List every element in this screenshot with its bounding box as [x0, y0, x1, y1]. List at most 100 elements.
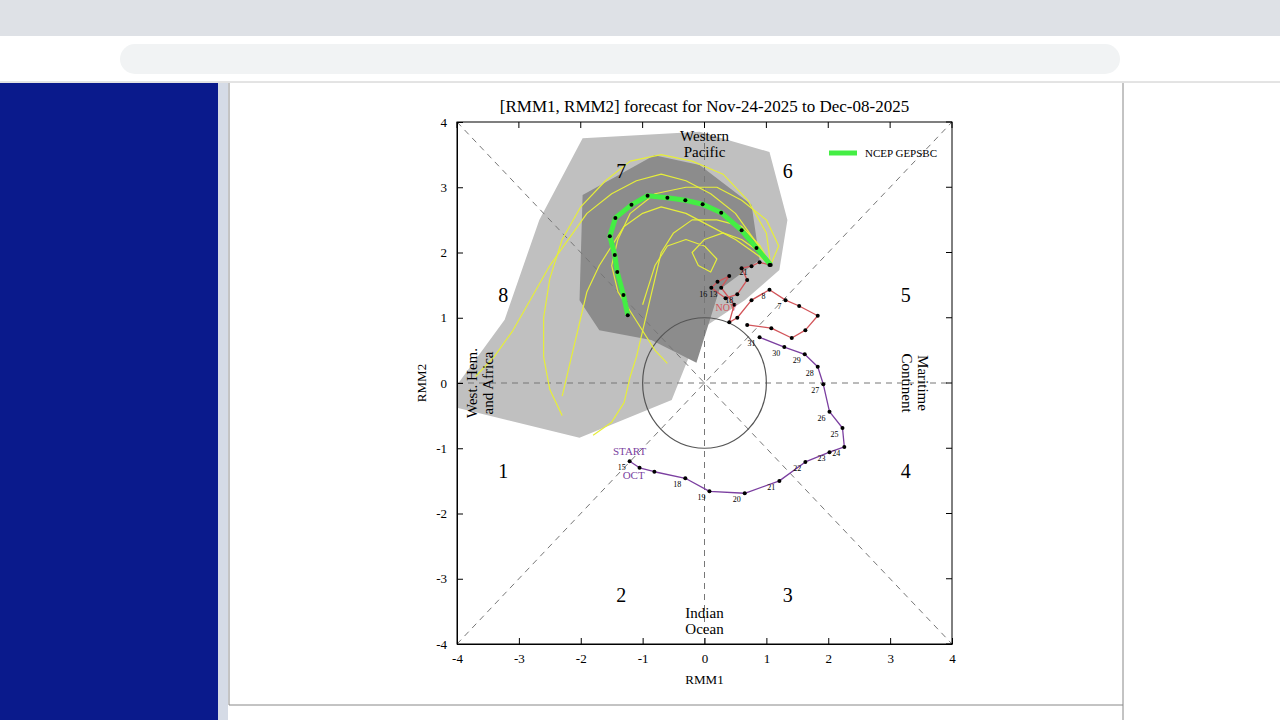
day-label: 25	[830, 430, 838, 439]
tick-mark	[581, 638, 582, 644]
tick-mark	[457, 122, 458, 128]
data-point	[707, 489, 711, 493]
tick-label: -1	[436, 441, 447, 456]
tick: -3	[514, 638, 525, 666]
phase-boundary	[457, 122, 952, 644]
region-label: IndianOcean	[685, 605, 724, 637]
region-label-line: Pacific	[684, 144, 726, 160]
tick-mark	[766, 638, 767, 644]
phase-boundary	[457, 122, 952, 644]
tick-mark	[946, 644, 952, 645]
data-point	[803, 460, 807, 464]
data-point	[769, 263, 773, 267]
tick-mark	[457, 448, 463, 449]
content-border	[1123, 83, 1124, 720]
tick-mark	[518, 122, 519, 128]
tick: 1	[764, 638, 771, 666]
tick-label: -4	[436, 637, 447, 652]
day-label: 19	[697, 493, 705, 502]
tick-mark	[952, 638, 953, 644]
region-label: WesternPacific	[680, 128, 729, 160]
data-point	[769, 326, 773, 330]
region-label-line: Indian	[685, 605, 724, 621]
region-label-line: Ocean	[685, 621, 724, 637]
tick: 3	[441, 180, 464, 195]
tick: 2	[441, 245, 464, 260]
tick-label: -1	[638, 651, 649, 666]
page: -4-3-2-101234-4-3-2-101234[RMM1, RMM2] f…	[0, 0, 1280, 720]
data-point	[646, 194, 650, 198]
month-label: NOV	[716, 302, 738, 313]
day-label: 29	[793, 356, 801, 365]
data-point	[701, 202, 705, 206]
data-point	[743, 491, 747, 495]
data-point	[827, 450, 831, 454]
tick-label: 4	[441, 115, 448, 130]
day-label: 30	[772, 349, 780, 358]
spread-area	[457, 132, 787, 438]
tick-mark	[952, 122, 953, 128]
data-point	[626, 313, 630, 317]
tick-label: -2	[436, 506, 447, 521]
data-point	[777, 479, 781, 483]
data-point	[803, 352, 807, 356]
side-edge	[218, 83, 228, 720]
data-point	[615, 270, 619, 274]
data-point	[816, 365, 820, 369]
tick-mark	[766, 122, 767, 128]
data-point	[745, 278, 749, 282]
tick-mark	[643, 638, 644, 644]
x-axis: -4-3-2-101234	[452, 638, 956, 666]
data-point	[754, 246, 758, 250]
data-point	[629, 203, 633, 207]
tick-mark	[946, 187, 952, 188]
tick-mark	[457, 579, 463, 580]
tick-mark	[457, 383, 463, 384]
spread-area	[580, 155, 760, 362]
tick-mark	[457, 514, 463, 515]
tick: 0	[702, 638, 709, 666]
amplitude-circle	[643, 318, 767, 449]
tick-mark	[946, 122, 952, 123]
data-point	[782, 345, 786, 349]
tick-mark	[457, 644, 463, 645]
tick: 0	[441, 376, 464, 391]
phase-boundary	[457, 383, 952, 384]
tick-mark	[946, 513, 952, 514]
day-label: 31	[748, 339, 756, 348]
data-point	[608, 234, 612, 238]
day-label: 23	[817, 454, 825, 463]
legend-swatch	[829, 151, 857, 156]
data-point	[821, 382, 825, 386]
chart-title: [RMM1, RMM2] forecast for Nov-24-2025 to…	[500, 97, 909, 116]
y-axis-title: RMM2	[414, 364, 429, 402]
tick-mark	[946, 448, 952, 449]
tick-label: -2	[576, 651, 587, 666]
content-border	[229, 705, 1123, 706]
day-label: 16	[699, 290, 707, 299]
tick-label: 3	[887, 651, 894, 666]
tick: -4	[436, 637, 463, 652]
tick-mark	[946, 383, 952, 384]
day-label: 26	[817, 414, 825, 423]
data-point	[652, 470, 656, 474]
chrome-border	[0, 82, 1280, 83]
data-point	[683, 198, 687, 202]
member-line	[562, 207, 771, 396]
tick-label: 1	[764, 651, 771, 666]
phase-label: 4	[901, 460, 911, 482]
data-point	[715, 280, 719, 284]
tick-mark	[890, 122, 891, 128]
data-point	[727, 320, 731, 324]
data-point	[719, 211, 723, 215]
region-label-line: Continent	[899, 353, 915, 413]
tick-mark	[642, 122, 643, 128]
observed-line	[711, 262, 817, 338]
data-point	[628, 459, 632, 463]
tick: -2	[436, 506, 463, 521]
day-label: 28	[806, 369, 814, 378]
phase-label: 6	[783, 160, 793, 182]
tick: 4	[441, 115, 464, 130]
side-panel	[0, 83, 218, 720]
day-label: 18	[673, 480, 681, 489]
